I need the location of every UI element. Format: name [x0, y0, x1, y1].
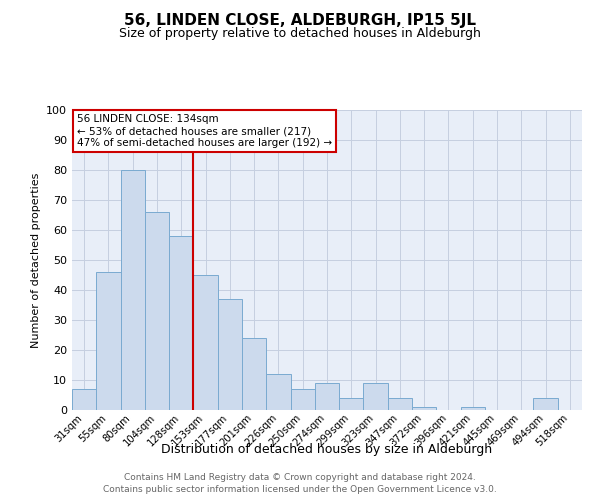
Bar — [121, 170, 145, 410]
Bar — [218, 299, 242, 410]
Text: Distribution of detached houses by size in Aldeburgh: Distribution of detached houses by size … — [161, 442, 493, 456]
Bar — [339, 398, 364, 410]
Bar — [169, 236, 193, 410]
Text: Contains HM Land Registry data © Crown copyright and database right 2024.: Contains HM Land Registry data © Crown c… — [124, 472, 476, 482]
Bar — [242, 338, 266, 410]
Bar — [145, 212, 169, 410]
Bar — [96, 272, 121, 410]
Bar — [193, 275, 218, 410]
Y-axis label: Number of detached properties: Number of detached properties — [31, 172, 41, 348]
Bar — [533, 398, 558, 410]
Bar — [72, 389, 96, 410]
Bar — [364, 383, 388, 410]
Text: Size of property relative to detached houses in Aldeburgh: Size of property relative to detached ho… — [119, 28, 481, 40]
Text: 56 LINDEN CLOSE: 134sqm
← 53% of detached houses are smaller (217)
47% of semi-d: 56 LINDEN CLOSE: 134sqm ← 53% of detache… — [77, 114, 332, 148]
Bar — [461, 407, 485, 410]
Bar — [315, 383, 339, 410]
Text: 56, LINDEN CLOSE, ALDEBURGH, IP15 5JL: 56, LINDEN CLOSE, ALDEBURGH, IP15 5JL — [124, 12, 476, 28]
Bar — [412, 407, 436, 410]
Text: Contains public sector information licensed under the Open Government Licence v3: Contains public sector information licen… — [103, 485, 497, 494]
Bar — [266, 374, 290, 410]
Bar — [388, 398, 412, 410]
Bar — [290, 389, 315, 410]
